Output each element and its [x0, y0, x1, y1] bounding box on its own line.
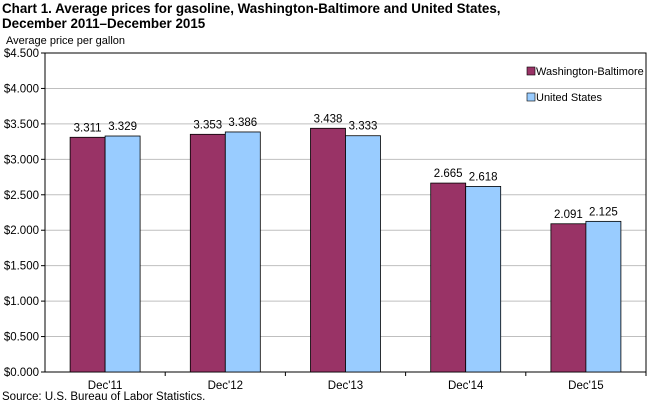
data-label: 2.665 — [434, 168, 463, 180]
bar-washington-baltimore — [69, 136, 106, 373]
y-tick-label: $1.500 — [4, 261, 39, 273]
bar-united-states — [345, 135, 381, 373]
data-label: 3.333 — [349, 121, 378, 133]
data-label: 3.329 — [108, 121, 137, 133]
bar-washington-baltimore — [550, 223, 587, 373]
data-label: 3.311 — [74, 122, 102, 134]
x-tick-label: Dec'13 — [328, 380, 363, 392]
data-label: 3.386 — [228, 117, 257, 129]
y-tick-label: $4.000 — [4, 83, 39, 95]
y-axis-label: Average price per gallon — [6, 35, 125, 47]
y-tick-label: $3.500 — [4, 119, 39, 131]
legend-swatch-washington-baltimore — [526, 66, 536, 76]
bar-united-states — [465, 186, 502, 373]
bar-washington-baltimore — [430, 182, 467, 373]
x-tick-label: Dec'14 — [448, 380, 484, 392]
bar-united-states — [585, 220, 622, 373]
legend-label-united-states: United States — [536, 92, 603, 104]
data-label: 2.618 — [469, 171, 498, 183]
y-tick-label: $0.000 — [4, 367, 39, 379]
chart-title-line-2: December 2011–December 2015 — [2, 16, 206, 31]
y-tick-label: $4.500 — [4, 48, 39, 60]
chart-title-line-1: Chart 1. Average prices for gasoline, Wa… — [2, 1, 501, 16]
y-tick-label: $3.000 — [4, 154, 39, 166]
bar-washington-baltimore — [310, 127, 346, 373]
data-label: 2.125 — [589, 206, 618, 218]
source-note: Source: U.S. Bureau of Labor Statistics. — [2, 391, 206, 403]
data-label: 3.438 — [314, 113, 343, 125]
x-tick-label: Dec'11 — [88, 380, 123, 392]
chart-title: Chart 1. Average prices for gasoline, Wa… — [2, 1, 642, 31]
data-label: 3.353 — [193, 119, 222, 131]
y-tick-label: $2.500 — [4, 190, 39, 202]
bar-washington-baltimore — [189, 133, 226, 373]
y-tick-label: $0.500 — [4, 332, 39, 344]
bar-united-states — [224, 131, 261, 373]
data-label: 2.091 — [554, 209, 583, 221]
bar-united-states — [104, 135, 141, 373]
x-tick-label: Dec'12 — [208, 380, 243, 392]
y-tick-label: $1.000 — [4, 296, 39, 308]
legend-label-washington-baltimore: Washington-Baltimore — [536, 66, 644, 78]
legend-swatch-united-states — [526, 92, 536, 102]
x-tick-label: Dec'15 — [568, 380, 603, 392]
y-tick-label: $2.000 — [4, 225, 39, 237]
